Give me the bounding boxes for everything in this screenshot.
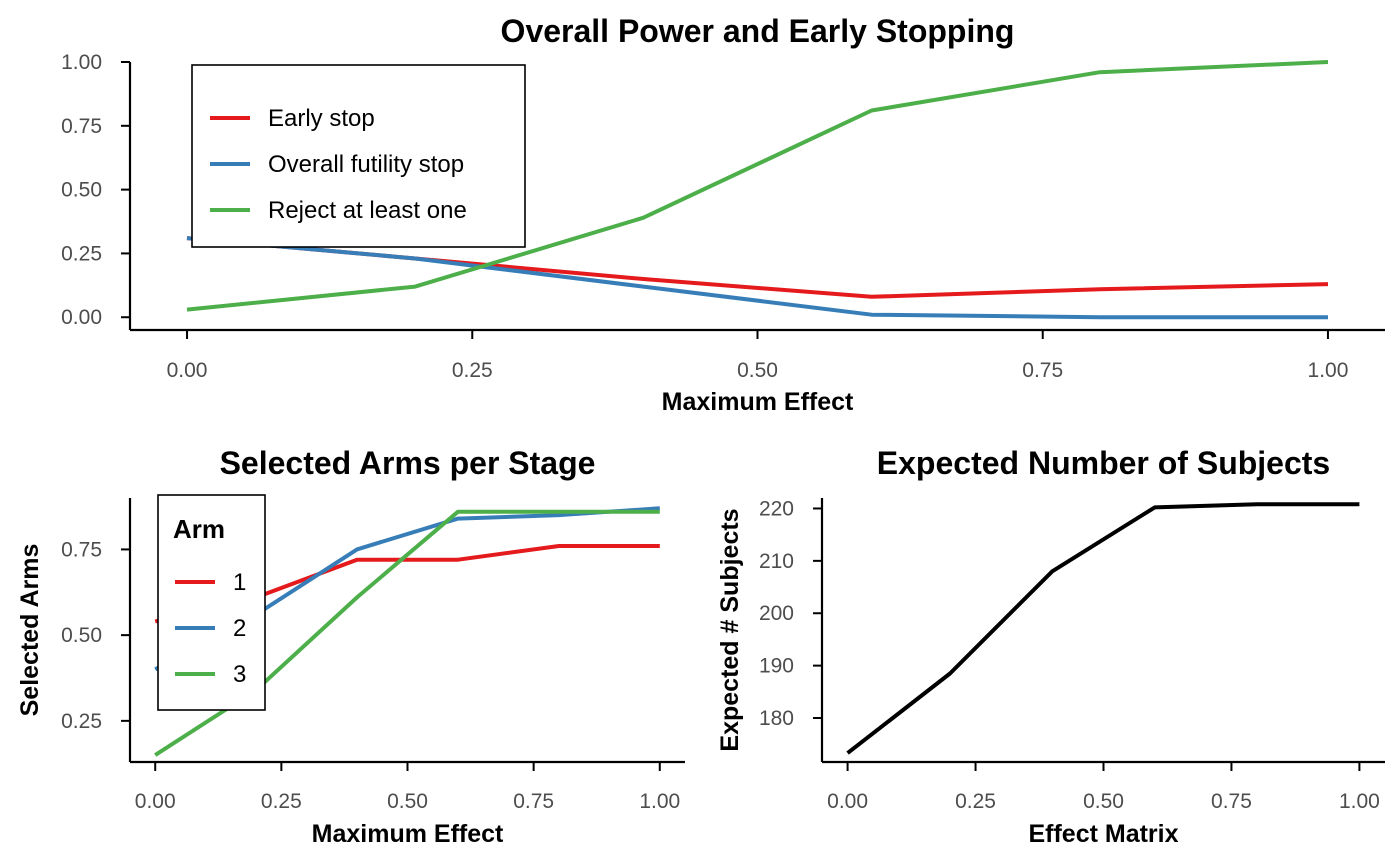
y-tick-label: 0.75 bbox=[61, 538, 102, 561]
legend-label: 2 bbox=[233, 615, 246, 642]
series-line-overall-futility-stop bbox=[186, 236, 1328, 320]
x-tick-label: 1.00 bbox=[1308, 359, 1349, 382]
y-tick-label: 0.75 bbox=[61, 115, 102, 138]
series-line-reject-at-least-one bbox=[186, 60, 1329, 312]
y-tick-label: 1.00 bbox=[61, 51, 102, 74]
series-line-expected-subjects bbox=[846, 502, 1360, 755]
x-tick-label: 0.75 bbox=[1022, 359, 1063, 382]
y-tick-label: 0.50 bbox=[61, 624, 102, 647]
x-tick-label: 0.25 bbox=[955, 790, 996, 813]
chart-panel-3: Expected Number of Subjects 0.00 0.25 0.50 0… bbox=[716, 445, 1385, 848]
y-tick-label: 210 bbox=[759, 550, 794, 573]
legend-label: 1 bbox=[233, 569, 246, 596]
legend-label: 3 bbox=[233, 661, 246, 688]
x-tick-label: 0.75 bbox=[1211, 790, 1252, 813]
chart-title: Overall Power and Early Stopping bbox=[501, 13, 1015, 49]
x-tick-label: 0.25 bbox=[452, 359, 493, 382]
y-tick-label: 0.00 bbox=[61, 306, 102, 329]
chart-panel-2: Selected Arms per Stage 0.00 0.25 0.50 0.75 1… bbox=[16, 445, 685, 848]
x-tick-label: 0.75 bbox=[513, 790, 554, 813]
y-tick-label: 0.50 bbox=[61, 179, 102, 202]
x-tick-label: 1.00 bbox=[1339, 790, 1380, 813]
chart-title: Expected Number of Subjects bbox=[877, 445, 1330, 481]
x-axis-title: Effect Matrix bbox=[1028, 820, 1178, 848]
y-axis-title: Selected Arms bbox=[16, 544, 44, 717]
x-tick-label: 1.00 bbox=[639, 790, 680, 813]
legend-label: Early stop bbox=[268, 105, 375, 132]
x-tick-label: 0.50 bbox=[1083, 790, 1124, 813]
legend-label: Overall futility stop bbox=[268, 151, 464, 178]
y-tick-label: 0.25 bbox=[61, 710, 102, 733]
y-tick-label: 190 bbox=[759, 655, 794, 678]
y-tick-label: 180 bbox=[759, 707, 794, 730]
x-tick-label: 0.50 bbox=[387, 790, 428, 813]
legend-label: Reject at least one bbox=[268, 197, 467, 224]
x-tick-label: 0.50 bbox=[737, 359, 778, 382]
y-tick-label: 220 bbox=[759, 497, 794, 520]
x-tick-label: 0.00 bbox=[827, 790, 868, 813]
y-tick-label: 200 bbox=[759, 602, 794, 625]
y-tick-label: 0.25 bbox=[61, 242, 102, 265]
legend-title: Arm bbox=[173, 514, 225, 544]
x-axis-title: Maximum Effect bbox=[312, 820, 504, 848]
legend: Arm 1 2 3 bbox=[157, 494, 266, 711]
x-tick-label: 0.25 bbox=[261, 790, 302, 813]
x-tick-label: 0.00 bbox=[167, 359, 208, 382]
y-axis-title: Expected # Subjects bbox=[716, 508, 744, 751]
chart-panel-1: Overall Power and Early Stopping 0.00 0.25… bbox=[61, 13, 1385, 416]
x-axis-title: Maximum Effect bbox=[662, 388, 854, 416]
x-tick-label: 0.00 bbox=[135, 790, 176, 813]
legend-box bbox=[191, 64, 526, 248]
chart-title: Selected Arms per Stage bbox=[220, 445, 596, 481]
legend: Early stop Overall futility stop Reject at… bbox=[191, 64, 526, 248]
